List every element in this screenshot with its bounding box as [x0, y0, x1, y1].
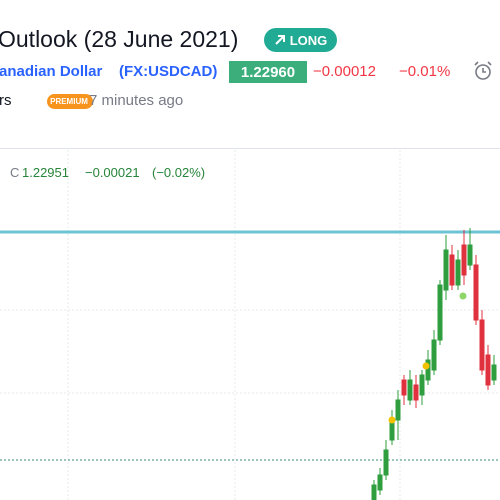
long-badge: LONG	[264, 28, 337, 52]
alert-icon[interactable]	[472, 60, 496, 84]
legend-change-pct: (−0.02%)	[152, 165, 206, 180]
legend-close: 1.22951	[22, 165, 69, 180]
author-name[interactable]: rs	[0, 92, 12, 109]
chart-area	[0, 150, 500, 500]
legend-change: −0.00021	[85, 165, 140, 180]
arrow-icon	[275, 35, 285, 45]
symbol-name[interactable]: anadian Dollar	[0, 63, 103, 80]
price-change: −0.00012	[313, 63, 376, 80]
idea-title: Outlook (28 June 2021)	[0, 26, 239, 52]
symbol-ticker[interactable]: (FX:USDCAD)	[119, 63, 218, 80]
separator	[0, 148, 500, 149]
publish-time: 7 minutes ago	[89, 92, 184, 109]
candles	[371, 228, 497, 500]
legend-label: C	[10, 165, 20, 180]
price: 1.22960	[229, 61, 307, 83]
grid	[0, 150, 500, 500]
premium-badge: PREMIUM	[47, 94, 93, 109]
badge-text: LONG	[289, 32, 328, 48]
price-change-pct: −0.01%	[399, 63, 451, 80]
